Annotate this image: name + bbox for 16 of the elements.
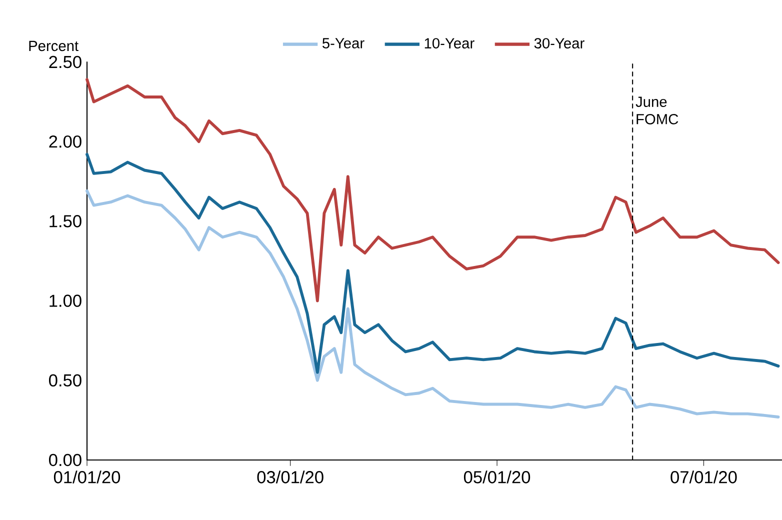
y-tick-label: 1.00 xyxy=(50,294,82,307)
legend-label: 5-Year xyxy=(322,38,364,48)
x-tick-label: 01/01/20 xyxy=(54,470,120,484)
line-series xyxy=(86,152,780,374)
legend-label: 30-Year xyxy=(534,38,584,48)
y-axis-title: Percent xyxy=(29,40,78,52)
y-tick-label: 0.50 xyxy=(49,374,82,387)
y-tick-label: 1.50 xyxy=(50,215,82,228)
y-tick-label: 2.50 xyxy=(49,56,82,68)
x-tick-label: 07/01/20 xyxy=(670,470,737,484)
x-tick-label: 03/01/20 xyxy=(257,470,324,484)
x-tick-label: 05/01/20 xyxy=(464,470,530,484)
y-tick-label: 2.00 xyxy=(49,135,82,148)
y-tick-label: 0.00 xyxy=(49,454,82,466)
legend-label: 10-Year xyxy=(424,38,474,48)
ref-line-label: June FOMC xyxy=(636,96,678,124)
